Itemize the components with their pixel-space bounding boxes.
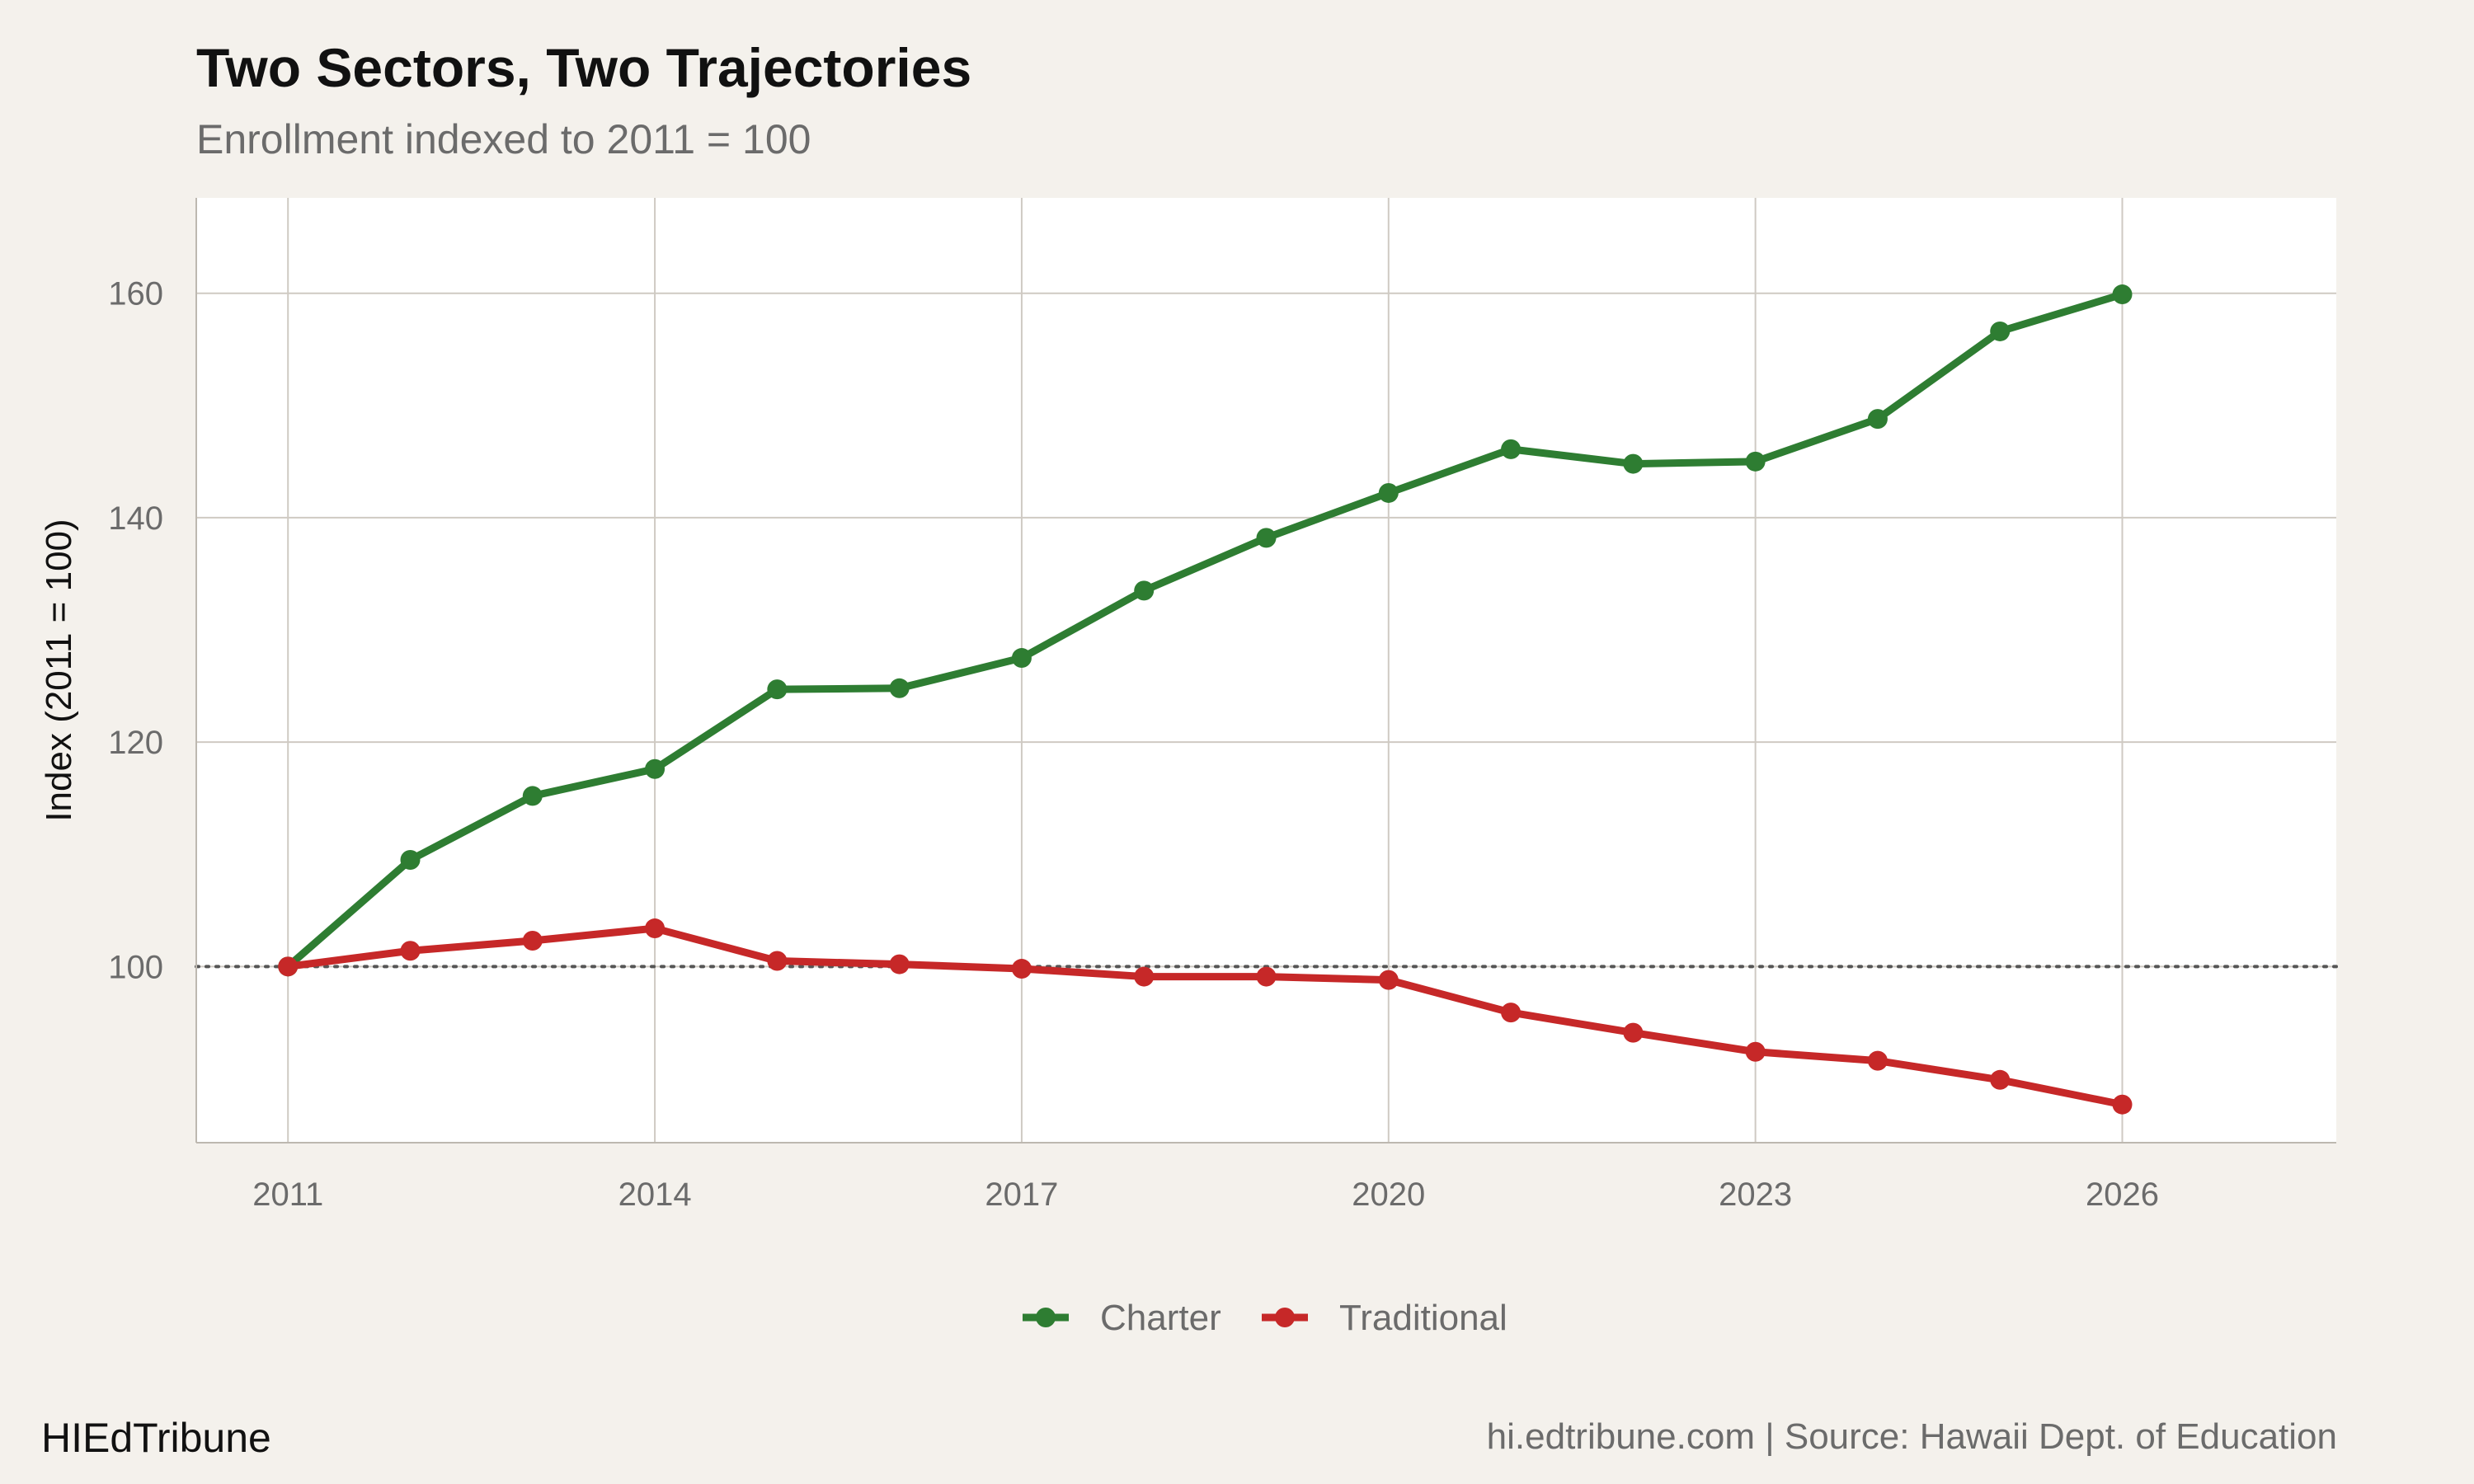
legend-key-point-traditional [1275, 1308, 1295, 1327]
charter-point-2015 [767, 679, 788, 700]
traditional-point-2022 [1623, 1022, 1644, 1043]
chart-subtitle: Enrollment indexed to 2011 = 100 [196, 116, 811, 162]
charter-point-2016 [889, 678, 910, 698]
plot-panel [196, 198, 2336, 1143]
legend-item-traditional: Traditional [1262, 1298, 1507, 1338]
charter-point-2013 [522, 786, 543, 806]
brand-label: HIEdTribune [41, 1415, 271, 1461]
traditional-point-2017 [1011, 959, 1032, 979]
y-tick-label-100: 100 [108, 949, 163, 985]
x-tick-label-2020: 2020 [1352, 1176, 1425, 1213]
traditional-point-2012 [400, 941, 421, 961]
traditional-point-2025 [1990, 1069, 2011, 1090]
charter-point-2014 [645, 758, 666, 779]
legend-item-charter: Charter [1023, 1298, 1221, 1338]
legend-label-charter: Charter [1100, 1298, 1221, 1338]
charter-point-2012 [400, 850, 421, 871]
traditional-point-2019 [1256, 966, 1277, 987]
traditional-point-2014 [645, 918, 666, 939]
traditional-point-2013 [522, 931, 543, 951]
series-group [278, 284, 2133, 1115]
legend: Charter Traditional [1023, 1298, 1507, 1338]
legend-key-point-charter [1036, 1308, 1056, 1327]
series-charter [278, 284, 2133, 977]
y-tick-label-140: 140 [108, 500, 163, 537]
charter-point-2023 [1745, 451, 1766, 472]
axes [195, 198, 2336, 1144]
series-traditional [278, 918, 2133, 1115]
charter-point-2019 [1256, 528, 1277, 548]
traditional-point-2026 [2112, 1094, 2133, 1115]
legend-label-traditional: Traditional [1339, 1298, 1507, 1338]
charter-point-2020 [1378, 482, 1399, 503]
charter-point-2025 [1990, 321, 2011, 341]
tick-labels: 2011 2014 2017 2020 2023 2026 100 120 140 160 [108, 276, 2159, 1213]
charter-line [284, 290, 2126, 970]
charter-point-2024 [1867, 409, 1888, 430]
chart-title: Two Sectors, Two Trajectories [196, 37, 972, 98]
x-tick-label-2011: 2011 [252, 1176, 323, 1213]
traditional-point-2024 [1867, 1050, 1888, 1071]
traditional-point-2020 [1378, 970, 1399, 990]
traditional-point-2011 [278, 956, 299, 977]
charter-point-2021 [1501, 439, 1522, 459]
charter-point-2017 [1011, 648, 1032, 669]
x-tick-label-2026: 2026 [2086, 1176, 2159, 1213]
y-tick-label-120: 120 [108, 725, 163, 761]
y-tick-label-160: 160 [108, 276, 163, 312]
traditional-point-2015 [767, 951, 788, 971]
traditional-point-2021 [1501, 1003, 1522, 1023]
traditional-point-2016 [889, 954, 910, 974]
charter-point-2022 [1623, 453, 1644, 474]
traditional-point-2018 [1134, 966, 1155, 987]
charter-point-2026 [2112, 284, 2133, 305]
y-axis-title: Index (2011 = 100) [39, 519, 79, 821]
charter-point-2018 [1134, 580, 1155, 601]
x-tick-label-2023: 2023 [1719, 1176, 1792, 1213]
traditional-line [284, 924, 2126, 1109]
source-caption: hi.edtribune.com | Source: Hawaii Dept. … [1486, 1416, 2337, 1457]
traditional-point-2023 [1745, 1041, 1766, 1062]
x-tick-label-2017: 2017 [985, 1176, 1058, 1213]
x-tick-label-2014: 2014 [618, 1176, 692, 1213]
